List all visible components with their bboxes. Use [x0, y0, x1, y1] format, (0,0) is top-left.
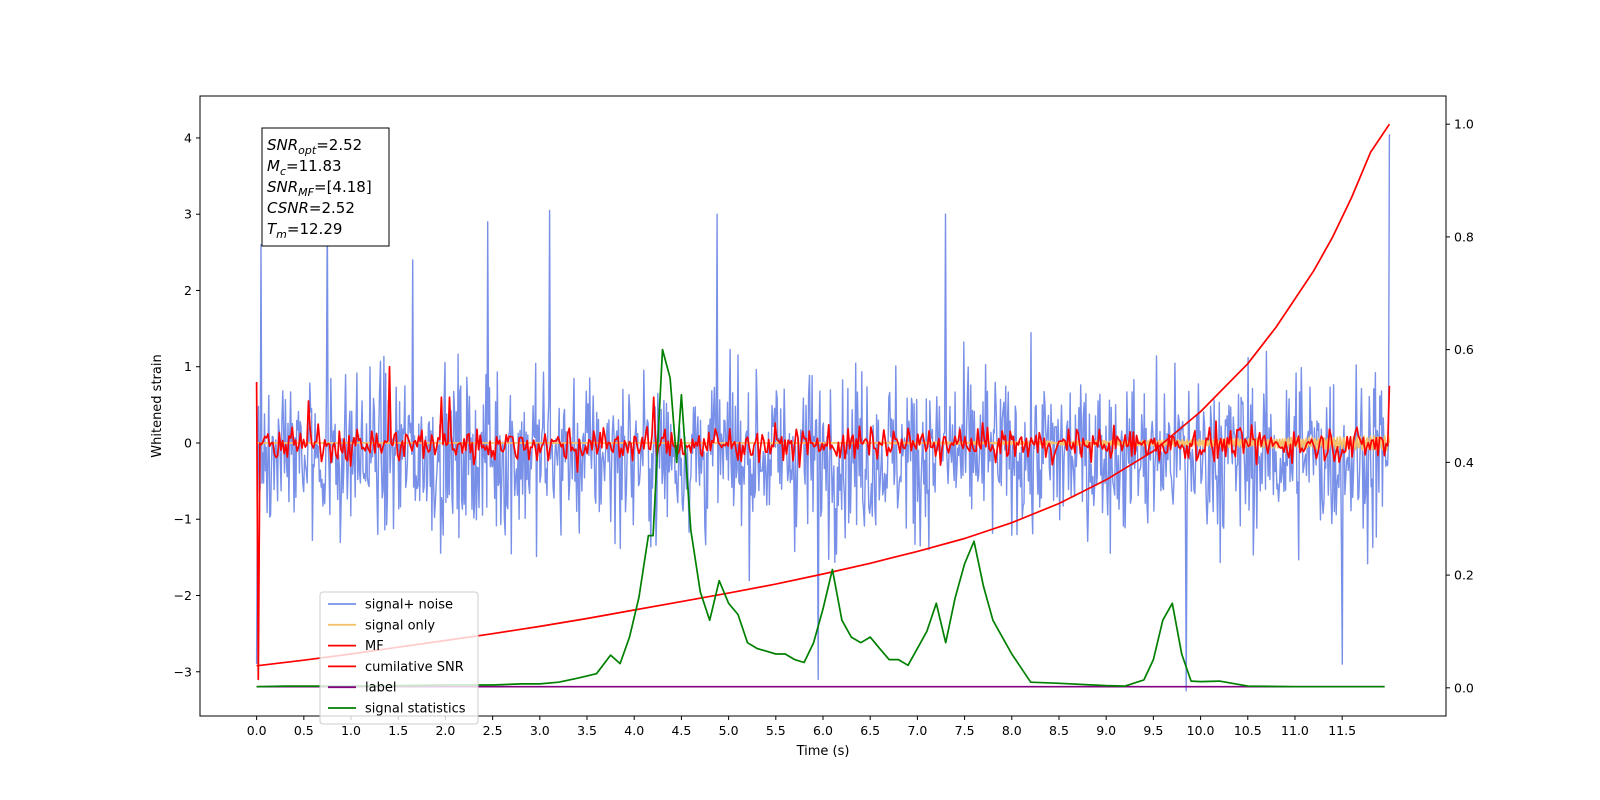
- y-tick-label: −1: [174, 512, 192, 527]
- x-tick-label: 4.5: [671, 723, 691, 738]
- x-tick-label: 9.5: [1143, 723, 1163, 738]
- y-tick-label: 3: [184, 207, 192, 222]
- y2-tick-label: 0.4: [1454, 455, 1474, 470]
- y2-tick-label: 0.2: [1454, 568, 1474, 583]
- x-tick-label: 5.5: [766, 723, 786, 738]
- legend-frame: [319, 591, 479, 725]
- x-tick-label: 1.0: [341, 723, 361, 738]
- series-line-signal-noise: [255, 134, 1391, 692]
- legend-label-mf: MF: [365, 639, 384, 654]
- annotation-line: Mc=11.83: [267, 157, 342, 178]
- x-tick-label: 7.0: [907, 723, 927, 738]
- x-tick-label: 6.0: [813, 723, 833, 738]
- x-tick-label: 3.0: [530, 723, 550, 738]
- legend-label-signal-only: signal only: [365, 618, 435, 633]
- annotation-line: SNRMF=[4.18]: [267, 178, 372, 199]
- y2-tick-label: 0.0: [1454, 680, 1474, 695]
- y-tick-label: 2: [184, 283, 192, 298]
- legend-label-cumilative-snr: cumilative SNR: [365, 660, 464, 675]
- x-tick-label: 2.5: [483, 723, 503, 738]
- x-tick-label: 7.5: [955, 723, 975, 738]
- x-tick-label: 0.0: [247, 723, 267, 738]
- legend-label-signal-noise: signal+ noise: [365, 598, 453, 613]
- x-tick-label: 10.0: [1187, 723, 1215, 738]
- y-axis-label: Whitened strain: [150, 354, 165, 457]
- annotation-box: SNRopt=2.52Mc=11.83SNRMF=[4.18]CSNR=2.52…: [261, 127, 390, 247]
- y-tick-label: −3: [174, 664, 192, 679]
- annotation-line: SNRopt=2.52: [267, 136, 362, 157]
- legend-label-signal-statistics: signal statistics: [365, 702, 466, 717]
- y-axis-right: 0.0 0.2 0.4 0.6 0.8 1.0: [1446, 117, 1474, 695]
- x-axis-label: Time (s): [796, 744, 850, 759]
- y2-tick-label: 0.8: [1454, 229, 1474, 244]
- x-tick-label: 1.5: [388, 723, 408, 738]
- x-tick-label: 4.0: [624, 723, 644, 738]
- x-tick-label: 10.5: [1234, 723, 1262, 738]
- x-tick-label: 8.5: [1049, 723, 1069, 738]
- series-line-signal-statistics: [256, 348, 1385, 688]
- x-tick-label: 0.5: [294, 723, 314, 738]
- y2-tick-label: 0.6: [1454, 342, 1474, 357]
- y-tick-label: −2: [174, 588, 192, 603]
- y-tick-label: 4: [184, 130, 192, 145]
- legend: signal+ noise signal only MF cumilative SNR…: [319, 591, 479, 725]
- y-tick-label: 1: [184, 359, 192, 374]
- x-tick-label: 11.5: [1328, 723, 1356, 738]
- x-tick-label: 2.0: [435, 723, 455, 738]
- annotation-line: CSNR=2.52: [267, 199, 355, 217]
- x-tick-label: 9.0: [1096, 723, 1116, 738]
- y2-tick-label: 1.0: [1454, 117, 1474, 132]
- x-tick-label: 8.0: [1002, 723, 1022, 738]
- x-tick-label: 5.0: [719, 723, 739, 738]
- x-tick-label: 6.5: [860, 723, 880, 738]
- x-tick-label: 3.5: [577, 723, 597, 738]
- legend-label-label: label: [365, 681, 396, 696]
- annotation-line: Tm=12.29: [267, 220, 342, 241]
- x-axis: 0.0 0.5 1.0 1.5 2.0 2.5 3.0 3.5 4.0 4.5 5.0 5.5 6.0 6…: [247, 716, 1356, 738]
- annotation-frame: [261, 127, 390, 247]
- x-tick-label: 11.0: [1281, 723, 1309, 738]
- y-axis-left: −3 −2 −1 0 1 2 3 4: [174, 130, 200, 679]
- y-tick-label: 0: [184, 435, 192, 450]
- series-line-mf: [255, 365, 1391, 681]
